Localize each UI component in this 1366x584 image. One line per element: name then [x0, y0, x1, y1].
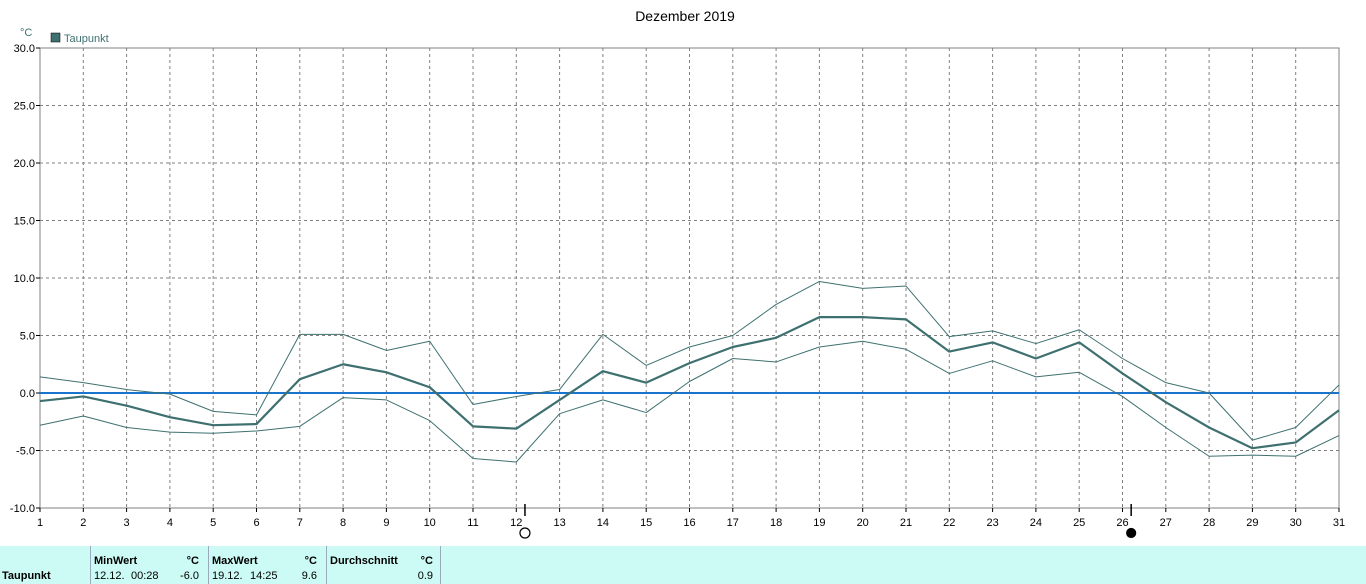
- x-tick-label: 7: [297, 517, 303, 529]
- max-unit: °C: [304, 555, 317, 567]
- series-line-min: [39, 340, 1340, 463]
- x-tick-label: 4: [167, 517, 173, 529]
- y-axis: 30.0 25.0 20.0 15.0 10.0 5.0 0.0 -5.0 -10.0: [10, 43, 40, 515]
- series-line-mean: [39, 316, 1340, 450]
- x-tick-label: 14: [597, 517, 609, 529]
- x-tick-label: 1: [37, 517, 43, 529]
- x-tick-label: 26: [1116, 517, 1128, 529]
- x-tick-label: 3: [124, 517, 130, 529]
- y-tick-label: -5.0: [16, 446, 35, 458]
- stats-separator: [90, 546, 91, 584]
- series-line-max: [39, 280, 1340, 441]
- full-moon-icon: [519, 527, 531, 539]
- x-tick-label: 19: [813, 517, 825, 529]
- x-tick-label: 12: [510, 517, 522, 529]
- x-tick-label: 6: [253, 517, 259, 529]
- x-tick-label: 5: [210, 517, 216, 529]
- y-tick-label: 30.0: [14, 43, 35, 55]
- x-tick-label: 24: [1030, 517, 1042, 529]
- chart: Dezember 2019 °C Taupunkt 30.025.020.015…: [10, 8, 1345, 539]
- legend-swatch: [50, 32, 61, 43]
- y-tick-label: 25.0: [14, 101, 35, 113]
- x-tick-label: 23: [986, 517, 998, 529]
- chart-title: Dezember 2019: [635, 8, 735, 24]
- avg-unit: °C: [420, 555, 433, 567]
- min-header: MinWert: [94, 555, 138, 567]
- y-tick-label: 0.0: [20, 388, 35, 400]
- avg-header: Durchschnitt: [330, 555, 398, 567]
- x-tick-label: 13: [553, 517, 565, 529]
- x-tick-label: 18: [770, 517, 782, 529]
- max-date: 19.12.: [212, 570, 243, 582]
- stats-panel: Taupunkt MinWert °C 12.12. 00:28 -6.0 Ma…: [0, 546, 1366, 584]
- x-tick-label: 20: [857, 517, 869, 529]
- x-tick-label: 9: [383, 517, 389, 529]
- x-tick-label: 15: [640, 517, 652, 529]
- stats-separator: [326, 546, 327, 584]
- x-tick-label: 22: [943, 517, 955, 529]
- moon-phases: [519, 504, 1137, 539]
- stats-row-label: Taupunkt: [2, 570, 51, 582]
- max-value: 9.6: [301, 570, 317, 582]
- stats-avg-cell: Durchschnitt °C 0.9: [327, 546, 440, 584]
- min-unit: °C: [186, 555, 199, 567]
- grid: [39, 47, 1340, 509]
- x-tick-label: 30: [1290, 517, 1302, 529]
- x-tick-label: 21: [900, 517, 912, 529]
- y-tick-label: 15.0: [14, 216, 35, 228]
- x-tick-label: 17: [727, 517, 739, 529]
- x-tick-label: 25: [1073, 517, 1085, 529]
- max-header: MaxWert: [212, 555, 258, 567]
- series: [39, 280, 1340, 463]
- stats-max-cell: MaxWert °C 19.12. 14:25 9.6: [209, 546, 326, 584]
- stats-separator: [208, 546, 209, 584]
- x-tick-label: 2: [80, 517, 86, 529]
- x-tick-label: 16: [683, 517, 695, 529]
- x-tick-label: 8: [340, 517, 346, 529]
- y-tick-label: 5.0: [20, 331, 35, 343]
- y-axis-unit: °C: [20, 27, 32, 39]
- min-time: 00:28: [131, 570, 159, 582]
- x-tick-label: 10: [424, 517, 436, 529]
- min-date: 12.12.: [94, 570, 125, 582]
- y-tick-label: 10.0: [14, 273, 35, 285]
- x-tick-label: 11: [467, 517, 478, 529]
- x-tick-label: 31: [1333, 517, 1345, 529]
- min-value: -6.0: [180, 570, 199, 582]
- x-tick-label: 28: [1203, 517, 1215, 529]
- avg-value: 0.9: [417, 570, 433, 582]
- max-time: 14:25: [250, 570, 278, 582]
- stats-row-label-cell: Taupunkt: [0, 546, 90, 584]
- y-tick-label: 20.0: [14, 158, 35, 170]
- x-tick-label: 27: [1160, 517, 1172, 529]
- stats-separator: [440, 546, 441, 584]
- legend-label: Taupunkt: [64, 33, 109, 45]
- x-axis: 1 2 3 4 5 6 7 8 9 10 11 12 13 14 15 16 17 18 19 20 21 22 23 24 2…: [37, 508, 1345, 529]
- legend: Taupunkt: [50, 32, 109, 45]
- new-moon-icon: [1126, 527, 1137, 539]
- stats-min-cell: MinWert °C 12.12. 00:28 -6.0: [91, 546, 208, 584]
- y-tick-label: -10.0: [10, 503, 35, 515]
- x-tick-label: 29: [1246, 517, 1258, 529]
